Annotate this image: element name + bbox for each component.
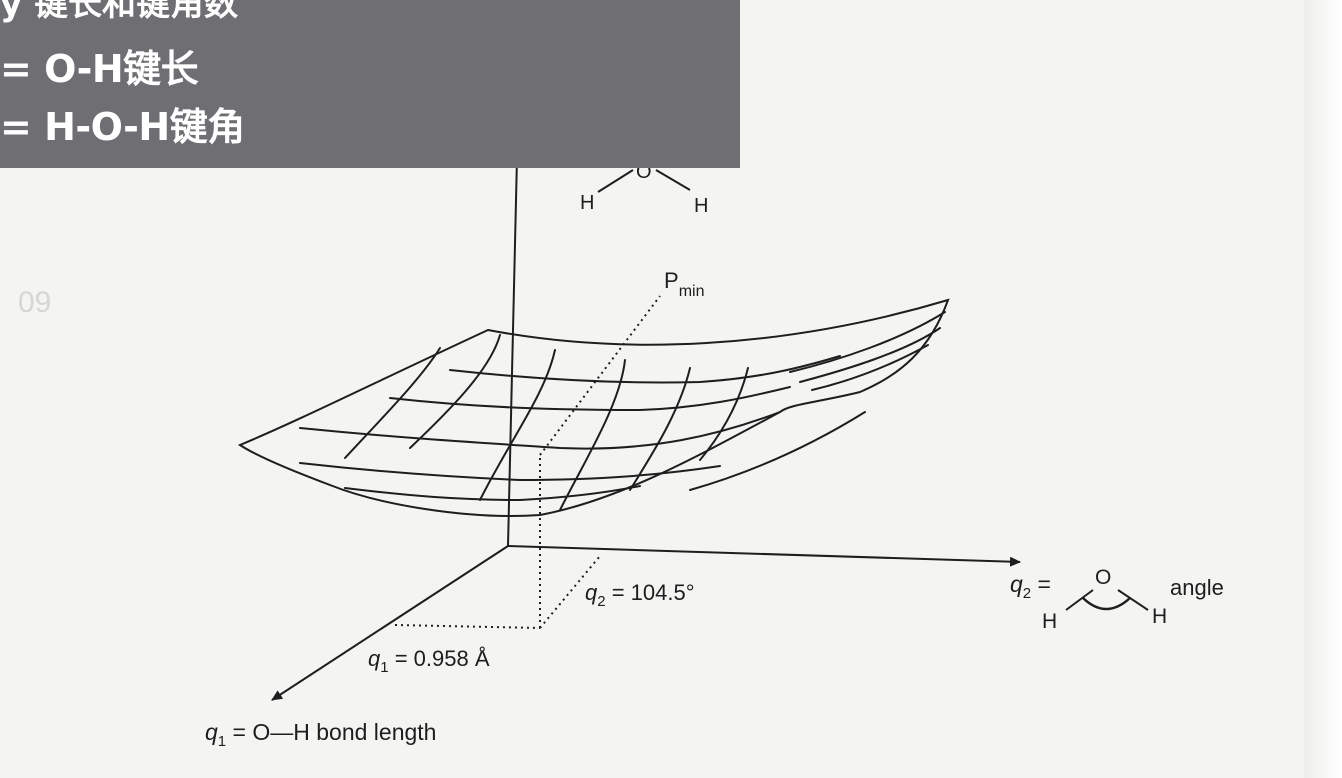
q2-axis-label: q2 = O H H angle [1010, 566, 1224, 633]
page-edge-shadow [1304, 0, 1342, 778]
q1-axis [271, 545, 509, 701]
pmin-base: P [664, 268, 679, 293]
q1-value-label: q1 = 0.958 Å [368, 646, 490, 676]
molecule-hydrogen-left: H [580, 192, 594, 214]
q2-axis-hydrogen-right: H [1152, 605, 1167, 628]
pmin-label: Pmin [664, 268, 704, 300]
q1-value-q: q [368, 646, 381, 671]
overlay-line-bond-length: = O-H键长 [0, 47, 199, 91]
water-molecule: O H H [580, 161, 708, 217]
pmin-sub: min [679, 283, 705, 300]
q2-axis-eq: = [1031, 571, 1051, 597]
q2-value-label: q2 = 104.5° [585, 580, 695, 610]
molecule-hydrogen-right: H [694, 195, 708, 217]
angle-arc-icon [1082, 597, 1131, 611]
q1-axis-text: = O—H bond length [226, 719, 436, 745]
potential-energy-surface [237, 298, 950, 517]
q1-axis-q: q [205, 719, 218, 745]
overlay-clipped-line: y 键长和键角数 [0, 0, 238, 24]
q1-axis-label: q1 = O—H bond length [205, 719, 436, 750]
projection-lines [394, 295, 661, 629]
q2-axis-hydrogen-left: H [1042, 610, 1057, 633]
faint-page-number: 09 [18, 286, 51, 319]
q2-value-sub: 2 [597, 593, 605, 610]
q2-axis-angle-word: angle [1170, 575, 1224, 600]
q2-axis-sub: 2 [1023, 585, 1031, 602]
q2-value-text: = 104.5° [606, 580, 695, 605]
q1-axis-sub: 1 [218, 733, 226, 750]
q1-value-sub: 1 [380, 659, 388, 676]
svg-text:q2 =: q2 = [1010, 571, 1051, 602]
overlay-line-bond-angle: = H-O-H键角 [0, 105, 245, 149]
q2-axis [507, 545, 1021, 567]
q2-value-q: q [585, 580, 598, 605]
annotation-overlay: y 键长和键角数 = O-H键长 = H-O-H键角 [0, 0, 740, 168]
q1-value-text: = 0.958 Å [389, 646, 490, 671]
q2-axis-oxygen: O [1095, 566, 1111, 589]
q2-axis-q: q [1010, 571, 1023, 597]
